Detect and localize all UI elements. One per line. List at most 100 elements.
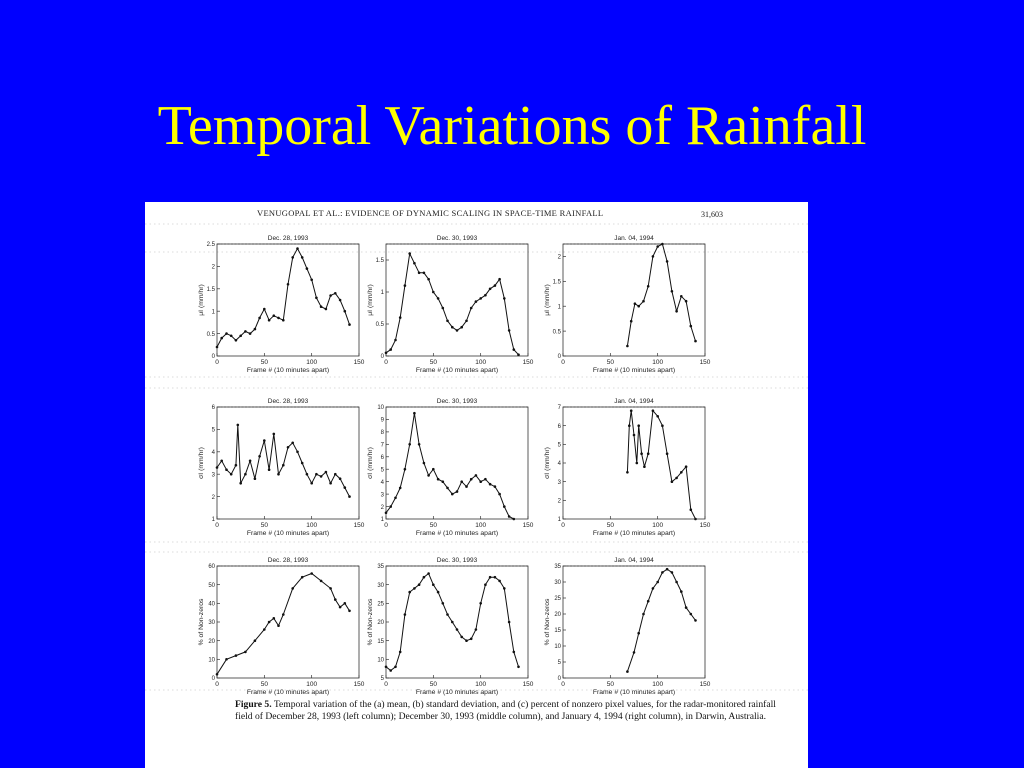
y-axis-label: μI (mm/hr) — [198, 284, 205, 315]
y-tick-label: 5 — [381, 467, 385, 473]
x-tick-label: 0 — [215, 522, 219, 529]
y-tick-label: 2 — [558, 255, 562, 261]
data-point — [394, 665, 397, 669]
data-point — [348, 609, 351, 613]
y-tick-label: 15 — [377, 639, 384, 645]
x-axis-label: Frame # (10 minutes apart) — [416, 367, 498, 374]
y-tick-label: 30 — [554, 580, 561, 586]
data-point — [503, 297, 506, 300]
x-tick-label: 150 — [523, 522, 534, 529]
data-point — [498, 277, 501, 281]
series-line — [216, 247, 350, 348]
data-point — [398, 316, 402, 319]
data-point — [684, 606, 688, 609]
data-point — [277, 316, 280, 320]
data-point — [451, 620, 454, 624]
data-point — [329, 587, 332, 590]
y-tick-label: 1 — [212, 517, 216, 523]
y-tick-label: 10 — [377, 658, 384, 664]
data-point — [384, 665, 388, 669]
y-axis-label: σI (mm/hr) — [544, 447, 551, 479]
series-line — [216, 424, 350, 497]
data-point — [272, 432, 276, 436]
series-line — [626, 568, 696, 672]
data-point — [642, 299, 645, 303]
x-tick-label: 50 — [430, 359, 438, 366]
y-tick-label: 20 — [208, 639, 215, 645]
y-tick-label: 2.5 — [207, 242, 216, 248]
data-point — [684, 299, 688, 303]
data-point — [403, 284, 407, 287]
y-tick-label: 0 — [381, 354, 385, 360]
data-point — [422, 271, 426, 275]
data-point — [665, 567, 669, 571]
x-tick-label: 0 — [561, 359, 565, 366]
chart-title: Dec. 28, 1993 — [268, 398, 309, 405]
data-point — [661, 242, 664, 246]
data-point — [282, 463, 285, 467]
data-point — [460, 480, 464, 484]
data-point — [389, 669, 392, 672]
data-point — [291, 441, 294, 445]
data-point — [436, 590, 440, 594]
data-point — [319, 475, 323, 478]
data-point — [300, 256, 304, 259]
x-tick-label: 150 — [354, 681, 365, 688]
y-tick-label: 25 — [377, 602, 384, 608]
data-point — [455, 628, 459, 631]
data-point — [324, 470, 328, 474]
data-point — [479, 480, 483, 484]
data-point — [637, 631, 640, 635]
data-point — [469, 477, 473, 481]
x-tick-label: 150 — [700, 522, 711, 529]
data-point — [277, 624, 280, 627]
chart-title: Jan. 04, 1994 — [614, 235, 654, 242]
x-tick-label: 50 — [607, 359, 615, 366]
data-point — [403, 613, 407, 616]
data-point — [310, 481, 313, 485]
data-point — [394, 496, 397, 500]
y-tick-label: 10 — [377, 405, 384, 411]
data-point — [670, 480, 674, 484]
chart-title: Dec. 28, 1993 — [268, 557, 309, 564]
data-point — [689, 612, 693, 616]
caption-text: Temporal variation of the (a) mean, (b) … — [235, 699, 776, 722]
chart-title: Dec. 30, 1993 — [437, 398, 478, 405]
plot-frame — [385, 406, 529, 520]
data-point — [675, 476, 678, 480]
y-tick-label: 6 — [381, 455, 385, 461]
data-point — [258, 316, 261, 320]
data-point — [517, 353, 520, 356]
x-tick-label: 50 — [607, 522, 615, 529]
data-point — [343, 602, 347, 605]
data-point — [239, 481, 242, 485]
plot-frame — [385, 243, 529, 357]
y-axis-label: σI (mm/hr) — [198, 447, 205, 479]
data-point — [417, 271, 421, 275]
data-point — [689, 508, 693, 512]
data-point — [427, 474, 430, 477]
data-point — [455, 490, 459, 493]
y-tick-label: 10 — [208, 658, 215, 664]
data-point — [329, 294, 332, 297]
paper-header: VENUGOPAL ET AL.: EVIDENCE OF DYNAMIC SC… — [145, 206, 808, 222]
data-point — [441, 306, 445, 310]
y-tick-label: 2 — [212, 265, 216, 271]
data-point — [258, 455, 261, 458]
data-point — [512, 650, 516, 654]
data-point — [291, 587, 294, 590]
data-point — [417, 583, 421, 586]
data-point — [315, 472, 318, 476]
y-tick-label: 0.5 — [376, 322, 385, 328]
data-point — [253, 477, 257, 481]
x-tick-label: 150 — [354, 359, 365, 366]
x-axis-label: Frame # (10 minutes apart) — [593, 530, 675, 537]
data-point — [408, 590, 412, 594]
data-point — [628, 424, 631, 427]
x-axis-label: Frame # (10 minutes apart) — [247, 689, 329, 696]
data-point — [680, 295, 683, 298]
data-point — [465, 485, 468, 488]
y-axis-label: % of Non-zeros — [198, 598, 205, 645]
data-point — [460, 325, 464, 329]
data-point — [451, 325, 454, 329]
